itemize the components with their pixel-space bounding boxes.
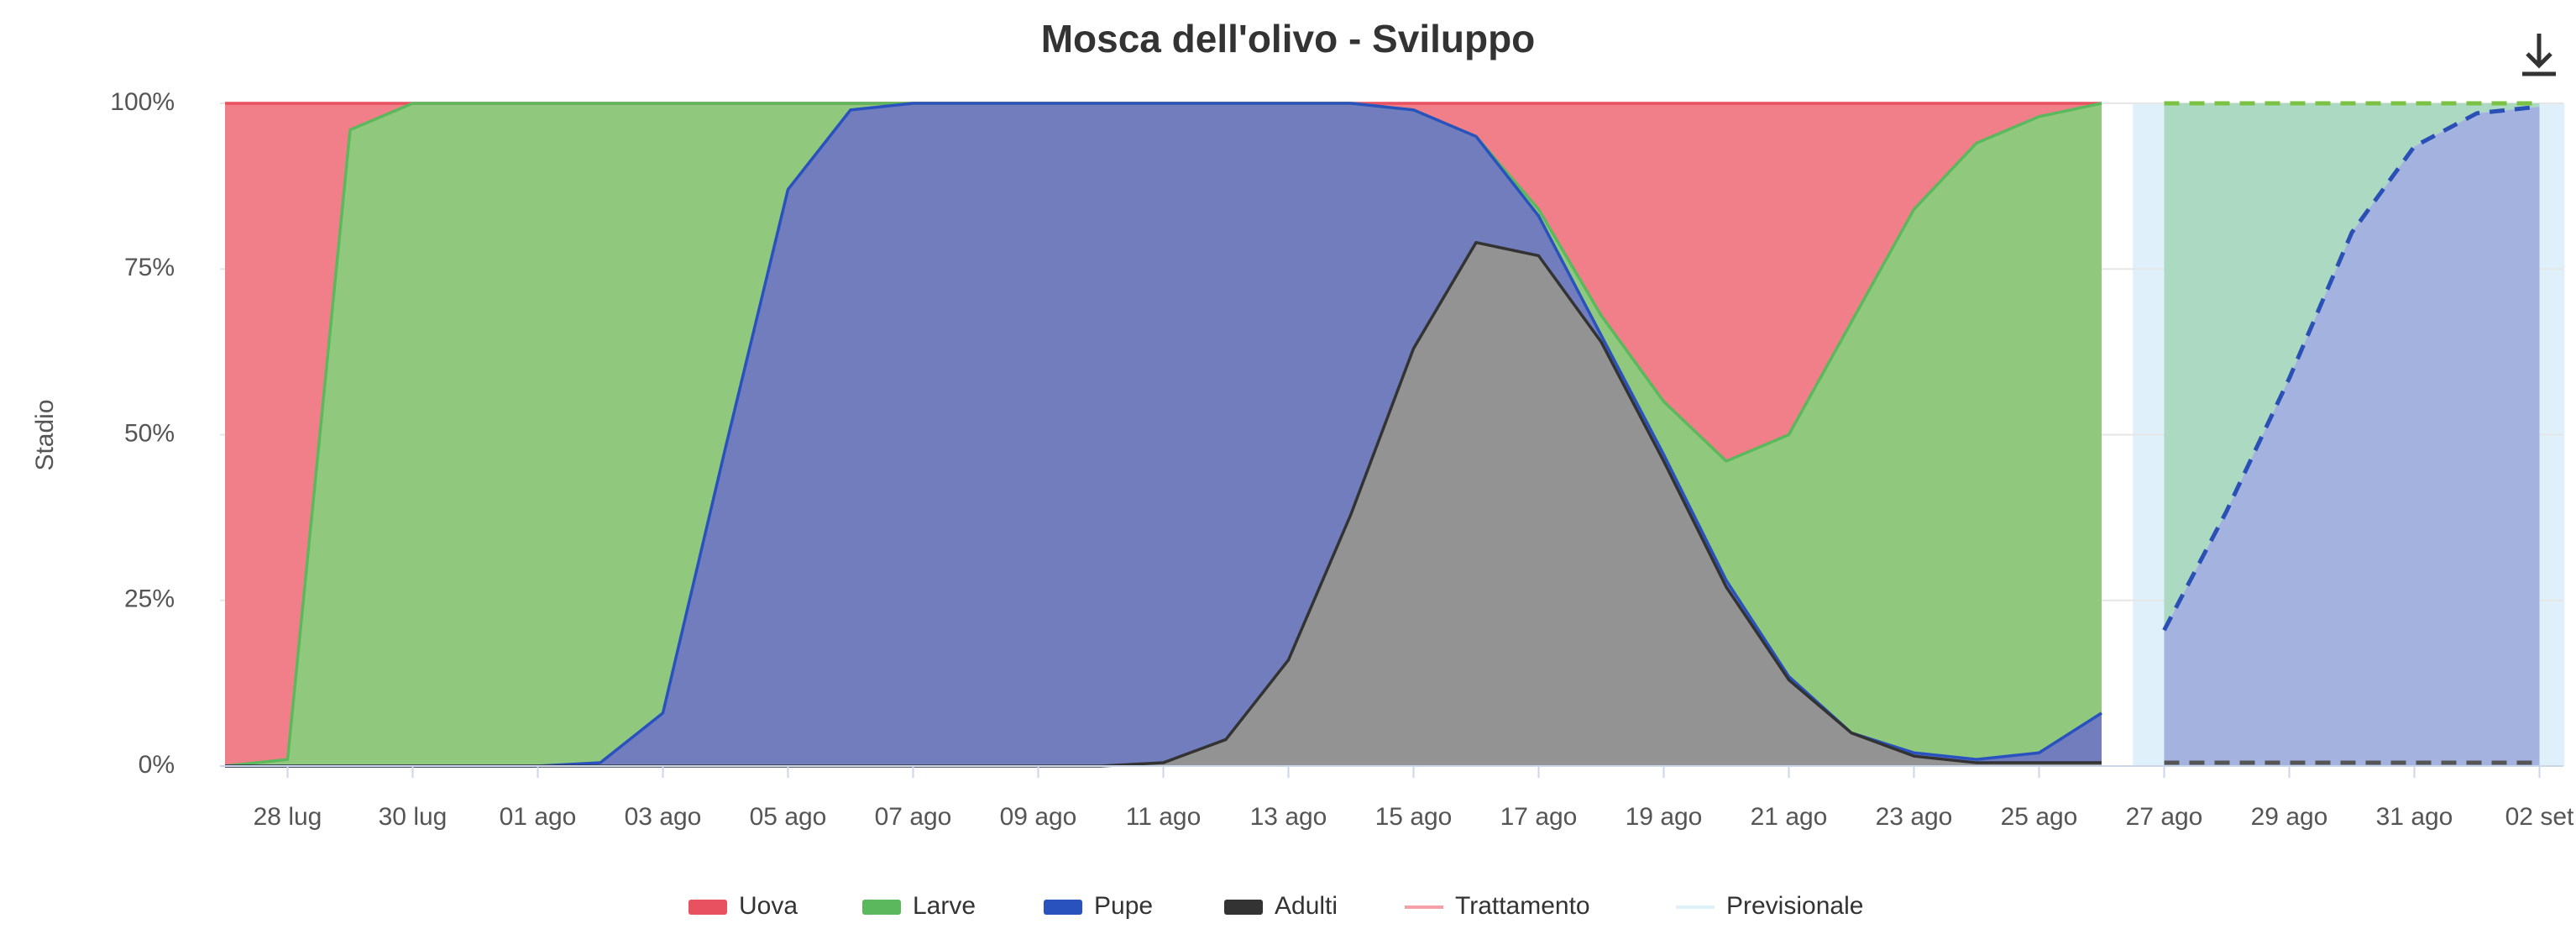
chart-title: Mosca dell'olivo - Sviluppo [1041, 17, 1536, 60]
legend-label: Uova [739, 892, 798, 920]
legend-label: Adulti [1275, 892, 1338, 920]
x-tick-label: 25 ago [2001, 803, 2078, 831]
x-tick-label: 13 ago [1250, 803, 1327, 831]
x-tick-label: 05 ago [750, 803, 827, 831]
x-tick-label: 15 ago [1375, 803, 1453, 831]
x-tick-label: 28 lug [254, 803, 322, 831]
legend-item: Uova [689, 892, 798, 920]
legend-label: Trattamento [1455, 892, 1590, 920]
x-tick-label: 29 ago [2251, 803, 2328, 831]
area [2164, 103, 2540, 631]
legend-swatch [1224, 900, 1263, 915]
x-tick-label: 02 set [2505, 803, 2574, 831]
y-tick-label: 75% [124, 254, 175, 281]
x-tick-label: 17 ago [1500, 803, 1578, 831]
x-tick-label: 27 ago [2126, 803, 2203, 831]
y-tick-label: 100% [110, 88, 175, 116]
x-tick-label: 11 ago [1126, 803, 1202, 831]
legend-label: Previsionale [1726, 892, 1863, 920]
legend-item: Trattamento [1405, 892, 1590, 920]
x-tick-label: 01 ago [500, 803, 577, 831]
area [225, 103, 2102, 766]
legend-swatch [862, 900, 901, 915]
x-tick-label: 21 ago [1751, 803, 1828, 831]
legend-swatch [1044, 900, 1082, 915]
x-tick-label: 09 ago [1000, 803, 1077, 831]
legend-item: Pupe [1044, 892, 1153, 920]
y-axis-title: Stadio [31, 399, 59, 470]
x-tick-label: 19 ago [1626, 803, 1703, 831]
area [225, 103, 2102, 766]
legend-item: Previsionale [1676, 892, 1863, 920]
legend-swatch [689, 900, 727, 915]
x-tick-label: 07 ago [875, 803, 952, 831]
legend-label: Larve [913, 892, 976, 920]
x-tick-label: 31 ago [2376, 803, 2453, 831]
area [2164, 106, 2540, 764]
download-button[interactable] [2522, 34, 2556, 76]
legend-item: Adulti [1224, 892, 1338, 920]
area [225, 103, 2102, 766]
legend-label: Pupe [1094, 892, 1153, 920]
legend-item: Larve [862, 892, 976, 920]
y-tick-label: 25% [124, 585, 175, 613]
x-tick-label: 03 ago [625, 803, 702, 831]
x-tick-label: 30 lug [379, 803, 448, 831]
area-line [2162, 104, 2540, 632]
x-tick-label: 23 ago [1876, 803, 1953, 831]
y-tick-label: 50% [124, 419, 175, 447]
area [225, 242, 2102, 766]
y-tick-label: 0% [139, 751, 175, 779]
